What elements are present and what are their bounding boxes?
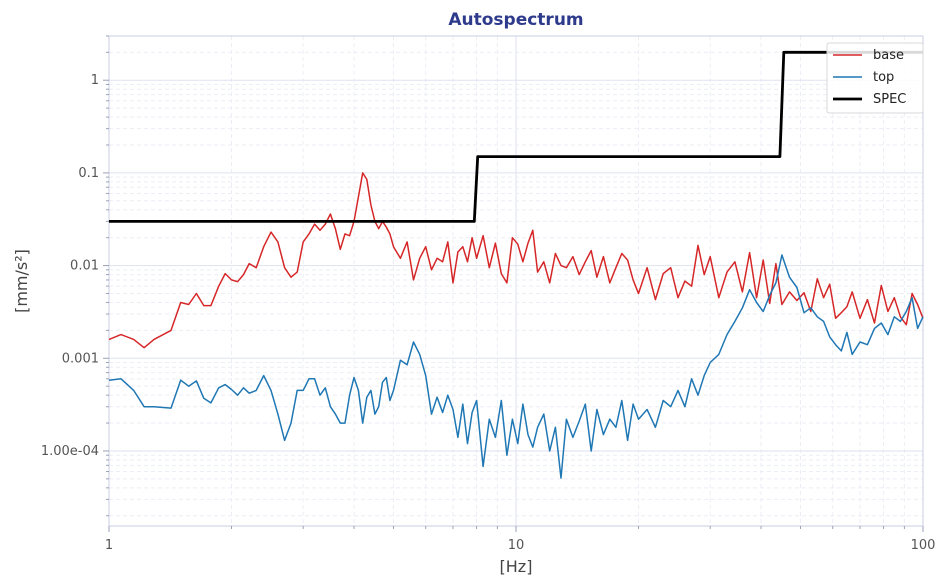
ticks-layer: 1 10 100 1.00e-04 0.001 0.01 0.1 1 xyxy=(41,35,936,553)
legend-label-top: top xyxy=(873,70,894,85)
legend-label-base: base xyxy=(873,48,904,63)
x-tick-label: 1 xyxy=(105,538,113,553)
chart-title: Autospectrum xyxy=(448,10,583,30)
series-line-spec xyxy=(109,50,923,223)
y-tick-label: 0.01 xyxy=(70,259,99,274)
y-tick-label: 0.001 xyxy=(62,351,99,366)
y-tick-label: 1.00e-04 xyxy=(41,444,99,459)
series-line-base xyxy=(108,172,924,349)
legend-label-spec: SPEC xyxy=(873,92,906,107)
y-tick-label: 1 xyxy=(91,73,99,88)
legend: base top SPEC xyxy=(826,42,924,114)
x-tick-label: 10 xyxy=(508,538,525,553)
x-axis-label: [Hz] xyxy=(500,557,533,576)
y-tick-label: 0.1 xyxy=(78,166,99,181)
series-line-top xyxy=(108,254,924,479)
grid-layer xyxy=(108,35,923,526)
legend-box xyxy=(826,42,924,114)
x-tick-label: 100 xyxy=(911,538,936,553)
y-axis-label: [mm/s²] xyxy=(12,249,31,313)
series-layer xyxy=(108,50,924,479)
